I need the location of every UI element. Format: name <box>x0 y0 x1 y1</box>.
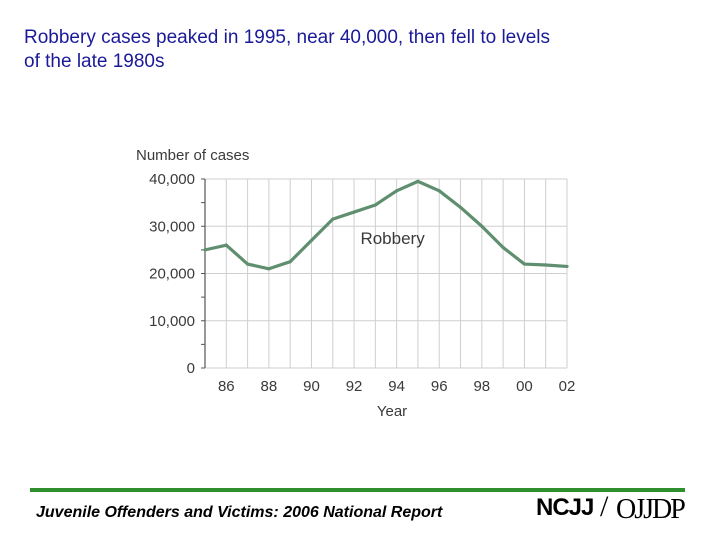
axis-layer <box>201 178 206 369</box>
x-tick-label: 92 <box>346 378 363 395</box>
y-tick-label: 10,000 <box>149 313 195 330</box>
data-point <box>480 224 484 228</box>
data-point <box>331 217 335 221</box>
data-point <box>437 189 441 193</box>
slide-title: Robbery cases peaked in 1995, near 40,00… <box>24 27 551 72</box>
logo-ncjj: NCJJ <box>536 494 594 521</box>
data-point <box>373 203 377 207</box>
ncjj-ojjdp-logo: NCJJ / OJJDP <box>536 490 686 528</box>
y-tick-label: 40,000 <box>149 171 195 188</box>
grid-layer <box>204 178 568 369</box>
data-point <box>395 189 399 193</box>
x-tick-label: 96 <box>431 378 448 395</box>
logo-slash: / <box>600 490 609 523</box>
y-tick-label: 30,000 <box>149 218 195 235</box>
footer-rule <box>30 488 685 492</box>
data-point <box>458 205 463 209</box>
data-point <box>288 260 292 264</box>
data-point <box>203 248 207 252</box>
data-point <box>267 267 271 271</box>
data-point <box>416 179 420 183</box>
data-point <box>245 262 250 266</box>
y-tick-label: 20,000 <box>149 266 195 283</box>
tick-labels: 0 10,000 20,000 30,000 40,000 86 88 90 92 94 96 98 0… <box>149 171 575 395</box>
footer-report-title: Juvenile Offenders and Victims: 2006 Nat… <box>36 504 443 521</box>
series-layer: Robbery <box>203 179 569 271</box>
series-line-robbery <box>204 179 568 271</box>
x-tick-label: 86 <box>218 378 235 395</box>
data-point <box>565 264 569 269</box>
data-point <box>522 262 527 266</box>
y-tick-label: 0 <box>187 360 195 377</box>
data-point <box>224 243 228 247</box>
y-axis-title: Number of cases <box>136 147 249 164</box>
data-point <box>309 238 314 243</box>
x-tick-label: 98 <box>473 378 490 395</box>
robbery-line-chart: 0 10,000 20,000 30,000 40,000 86 88 90 92 94 96 98 0… <box>136 147 575 420</box>
x-tick-label: 94 <box>388 378 405 395</box>
x-tick-label: 02 <box>559 378 576 395</box>
logo-ojjdp: OJJDP <box>616 494 686 525</box>
series-label-robbery: Robbery <box>360 229 425 248</box>
data-point <box>501 245 505 250</box>
data-point <box>544 263 548 267</box>
x-axis-title: Year <box>377 403 407 420</box>
x-tick-label: 00 <box>516 378 533 395</box>
x-tick-label: 90 <box>303 378 320 395</box>
data-point <box>352 210 356 214</box>
x-tick-label: 88 <box>261 378 278 395</box>
